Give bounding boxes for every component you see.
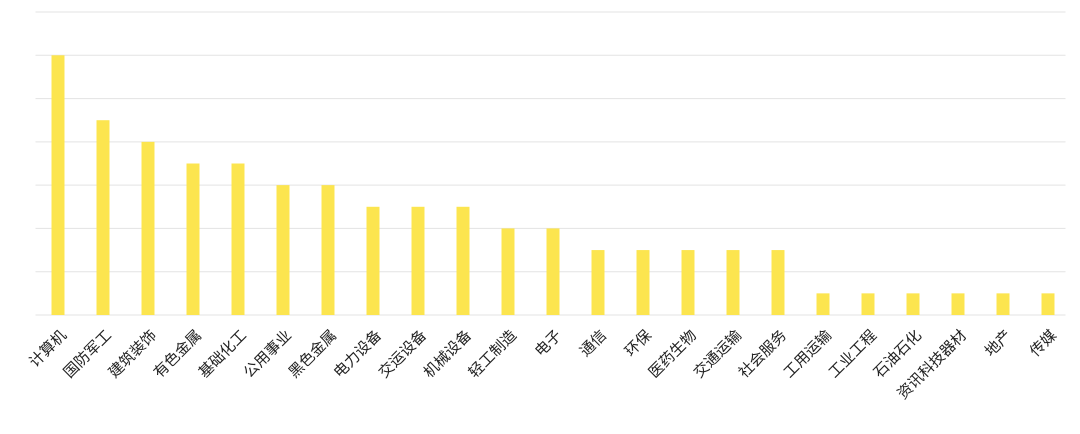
bar [816, 293, 830, 315]
bar [906, 293, 920, 315]
bar [96, 120, 110, 315]
x-tick-label: 电力设备 [330, 326, 385, 381]
x-tick-label: 国防军工 [60, 326, 115, 381]
bar [141, 141, 155, 315]
bar [861, 293, 875, 315]
x-tick-label: 传媒 [1026, 326, 1060, 360]
bar [591, 250, 605, 315]
bar [996, 293, 1010, 315]
x-tick-label: 机械设备 [420, 326, 475, 381]
x-tick-label: 黑色金属 [285, 326, 340, 381]
bar [366, 206, 380, 315]
x-tick-label: 医药生物 [645, 326, 700, 381]
x-tick-label: 地产 [981, 326, 1015, 360]
x-tick-label: 工用运输 [780, 326, 835, 381]
bar [51, 55, 65, 316]
x-tick-label: 工业工程 [825, 326, 880, 381]
x-tick-label: 电子 [531, 326, 565, 360]
x-tick-label: 通信 [576, 326, 610, 360]
bar [276, 185, 290, 315]
x-tick-label: 交通运输 [690, 326, 745, 381]
x-tick-label: 轻工制造 [465, 326, 520, 381]
x-tick-label: 社会服务 [735, 326, 790, 381]
x-tick-label: 公用事业 [240, 326, 295, 381]
x-tick-label: 建筑装饰 [105, 326, 160, 381]
bar [636, 250, 650, 315]
bar [951, 293, 965, 315]
bar [456, 206, 470, 315]
bar [186, 163, 200, 315]
bar [546, 228, 560, 315]
bar [771, 250, 785, 315]
x-tick-label: 环保 [621, 326, 655, 360]
x-tick-label: 交运设备 [375, 326, 430, 381]
bar [1041, 293, 1055, 315]
x-tick-label: 有色金属 [150, 326, 205, 381]
bar [231, 163, 245, 315]
bar [321, 185, 335, 315]
x-tick-label: 基础化工 [195, 326, 250, 381]
bar [411, 206, 425, 315]
bar [681, 250, 695, 315]
bar [726, 250, 740, 315]
bar [501, 228, 515, 315]
